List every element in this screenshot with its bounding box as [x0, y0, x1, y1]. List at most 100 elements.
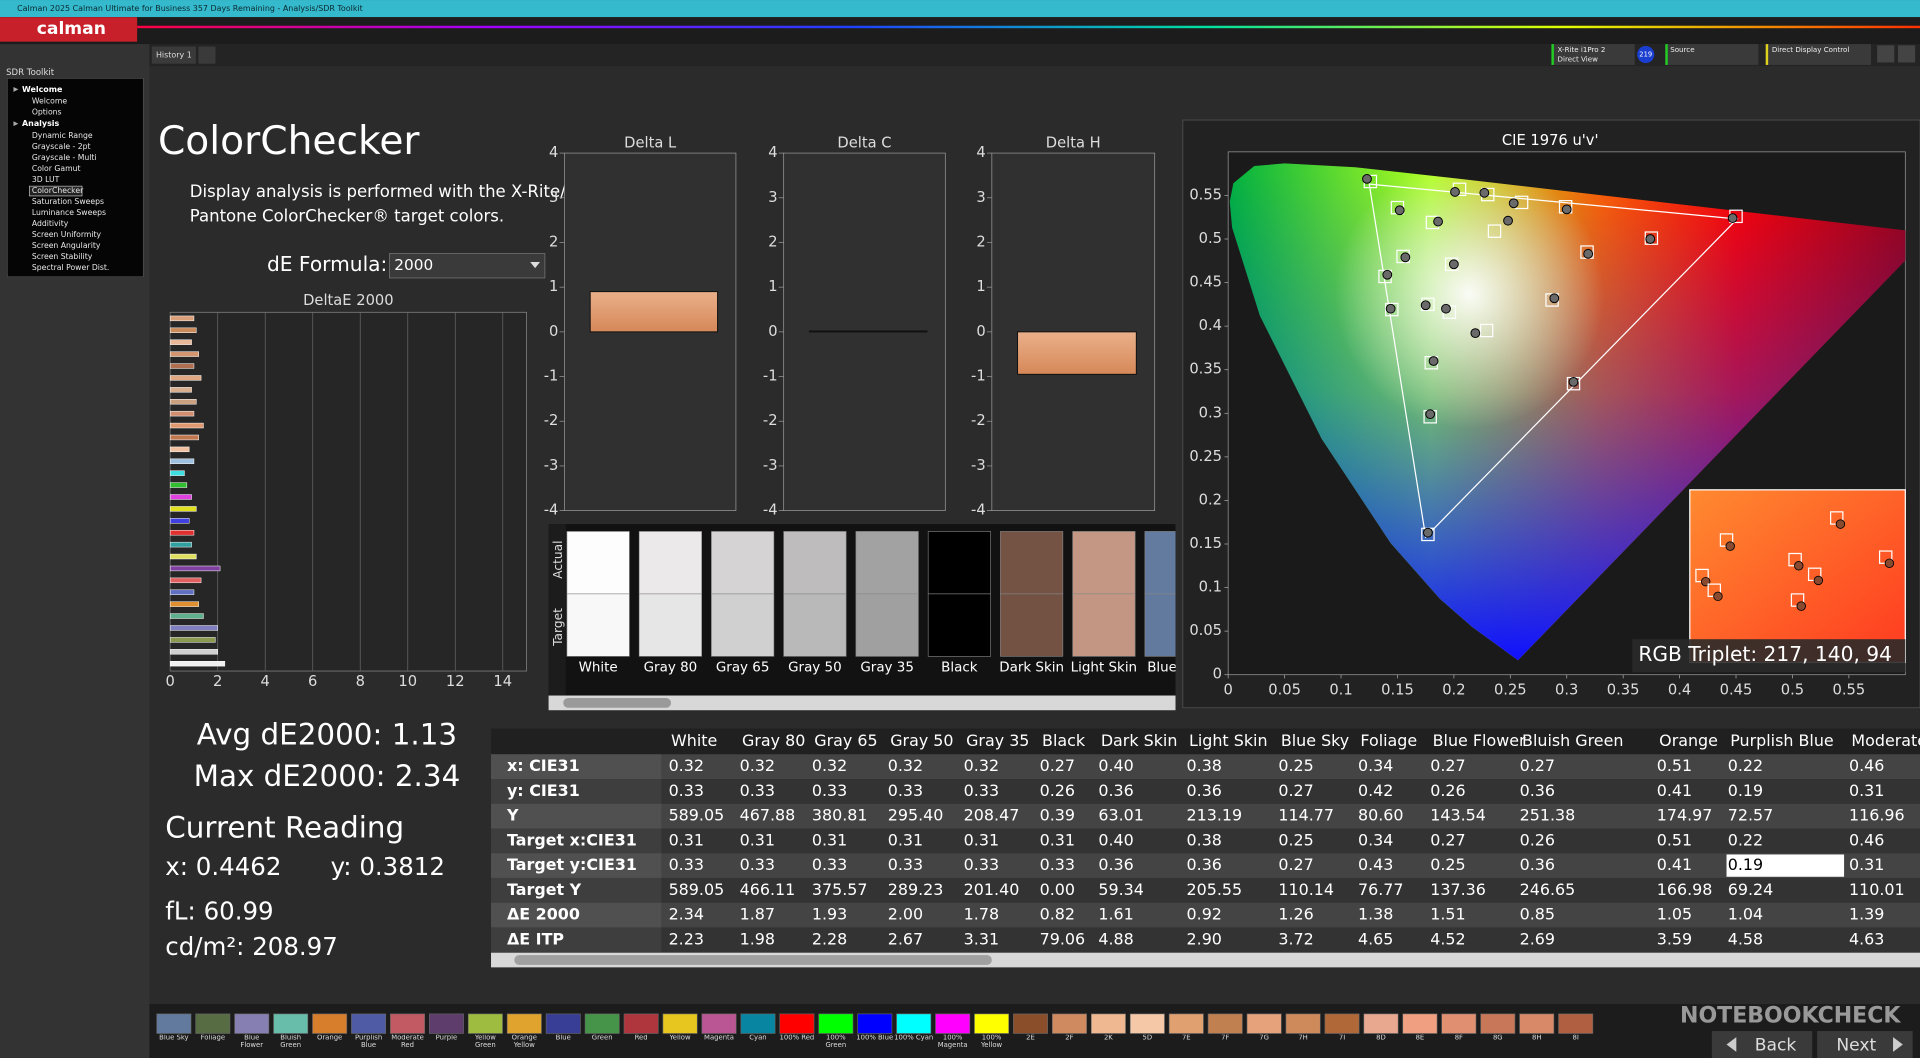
- strip-swatch[interactable]: [1480, 1013, 1516, 1034]
- cell: 466.11: [740, 880, 796, 899]
- x-tick-label: 8: [356, 673, 365, 690]
- tree-item[interactable]: Saturation Sweeps: [32, 197, 104, 206]
- strip-swatch[interactable]: [1246, 1013, 1282, 1034]
- column-header: Dark Skin: [1101, 731, 1178, 750]
- tree-item[interactable]: ColorChecker: [32, 186, 84, 195]
- tree-box: [7, 78, 144, 278]
- back-label[interactable]: Back: [1755, 1036, 1797, 1056]
- add-tab[interactable]: [198, 46, 216, 64]
- strip-swatch[interactable]: [857, 1013, 893, 1034]
- tree-item[interactable]: Screen Uniformity: [32, 230, 102, 239]
- strip-swatch[interactable]: [429, 1013, 464, 1034]
- strip-swatch[interactable]: [467, 1013, 503, 1034]
- tree-item[interactable]: Welcome: [32, 97, 67, 106]
- strip-swatch[interactable]: [1207, 1013, 1243, 1034]
- scroll-thumb[interactable]: [563, 697, 672, 708]
- strip-swatch[interactable]: [234, 1013, 270, 1034]
- bar: [169, 315, 195, 322]
- tree-item[interactable]: Options: [32, 108, 62, 117]
- cell: 0.31: [740, 830, 775, 849]
- measured-point: [1382, 269, 1393, 280]
- tree-item[interactable]: Grayscale - 2pt: [32, 142, 91, 151]
- strip-swatch[interactable]: [1363, 1013, 1399, 1034]
- strip-swatch[interactable]: [506, 1013, 542, 1034]
- tree-item[interactable]: Spectral Power Dist.: [32, 263, 110, 272]
- watermark: NOTEBOOKCHECK: [1680, 1003, 1901, 1028]
- strip-swatch[interactable]: [740, 1013, 776, 1034]
- strip-swatch[interactable]: [1129, 1013, 1165, 1034]
- next-label[interactable]: Next: [1836, 1036, 1876, 1056]
- settings-button[interactable]: [1877, 45, 1895, 63]
- logo-box[interactable]: [0, 17, 138, 42]
- strip-swatch[interactable]: [545, 1013, 581, 1034]
- strip-swatch[interactable]: [1090, 1013, 1126, 1034]
- tree-item[interactable]: Additivity: [32, 219, 69, 228]
- strip-swatch[interactable]: [390, 1013, 425, 1034]
- readout-bg: [1632, 639, 1906, 673]
- strip-swatch[interactable]: [1013, 1013, 1048, 1034]
- cell: 246.65: [1520, 880, 1576, 899]
- cell: 0.31: [1040, 830, 1075, 849]
- actual-swatch: [566, 531, 630, 595]
- table-scroll-thumb[interactable]: [514, 955, 992, 965]
- tree-item[interactable]: Color Gamut: [32, 164, 81, 173]
- tab-label: History 1: [156, 51, 192, 60]
- formula-select[interactable]: [389, 253, 546, 279]
- tree-item[interactable]: Grayscale - Multi: [32, 153, 97, 162]
- measured-point: [1441, 303, 1451, 314]
- y-tick-label: 0.1: [1199, 579, 1222, 596]
- strip-swatch[interactable]: [1324, 1013, 1360, 1034]
- strip-swatch[interactable]: [623, 1013, 659, 1034]
- strip-swatch[interactable]: [273, 1013, 309, 1034]
- y-tick-label: 0.5: [1199, 230, 1222, 247]
- strip-swatch[interactable]: [312, 1013, 348, 1034]
- meter-stripe: [1551, 44, 1554, 65]
- strip-swatch[interactable]: [935, 1013, 971, 1034]
- strip-swatch[interactable]: [662, 1013, 698, 1034]
- row-label-bg: [491, 828, 662, 854]
- strip-swatch[interactable]: [156, 1013, 192, 1034]
- strip-swatch[interactable]: [1519, 1013, 1555, 1034]
- tree-item[interactable]: Screen Angularity: [32, 241, 101, 250]
- strip-swatch[interactable]: [1441, 1013, 1477, 1034]
- strip-swatch[interactable]: [1052, 1013, 1087, 1034]
- column-header: Orange: [1659, 731, 1718, 750]
- strip-swatch[interactable]: [351, 1013, 387, 1034]
- tree-item[interactable]: 3D LUT: [32, 175, 60, 184]
- tree-item[interactable]: Luminance Sweeps: [32, 208, 106, 217]
- strip-swatch[interactable]: [818, 1013, 854, 1034]
- y-tick-label: 0: [1213, 666, 1222, 683]
- strip-swatch[interactable]: [1285, 1013, 1321, 1034]
- cell: 0.26: [1040, 781, 1075, 800]
- strip-label: 8D: [1376, 1034, 1386, 1043]
- strip-swatch[interactable]: [779, 1013, 815, 1034]
- strip-swatch[interactable]: [584, 1013, 620, 1034]
- source-box[interactable]: [1665, 44, 1759, 65]
- bar: [169, 637, 216, 643]
- y-tick-label: 0: [549, 323, 558, 340]
- strip-swatch[interactable]: [896, 1013, 932, 1034]
- rgb-readout: RGB Triplet: 217, 140, 94: [1638, 642, 1892, 666]
- strip-swatch[interactable]: [1168, 1013, 1204, 1034]
- refresh-button[interactable]: [1897, 45, 1916, 63]
- tab[interactable]: [151, 46, 196, 64]
- tree-item[interactable]: Screen Stability: [32, 252, 93, 261]
- strip-swatch[interactable]: [701, 1013, 737, 1034]
- tree-item[interactable]: Dynamic Range: [32, 131, 93, 140]
- y-tick-label: -4: [544, 502, 559, 519]
- cell: 1.38: [1358, 905, 1393, 924]
- strip-swatch[interactable]: [1402, 1013, 1438, 1034]
- strip-swatch[interactable]: [974, 1013, 1010, 1034]
- meter-box[interactable]: [1551, 44, 1635, 65]
- strip-label: 2F: [1065, 1034, 1074, 1043]
- actual-swatch: [855, 531, 919, 595]
- swatch-scrollbar[interactable]: [548, 695, 1176, 711]
- x-tick-label: 10: [398, 673, 417, 690]
- strip-label: Moderate Red: [391, 1034, 424, 1050]
- strip-swatch[interactable]: [1558, 1013, 1594, 1034]
- strip-swatch[interactable]: [195, 1013, 231, 1034]
- current-fl: fL: 60.99: [165, 896, 273, 925]
- bar: [169, 387, 192, 393]
- display-box[interactable]: [1765, 44, 1872, 65]
